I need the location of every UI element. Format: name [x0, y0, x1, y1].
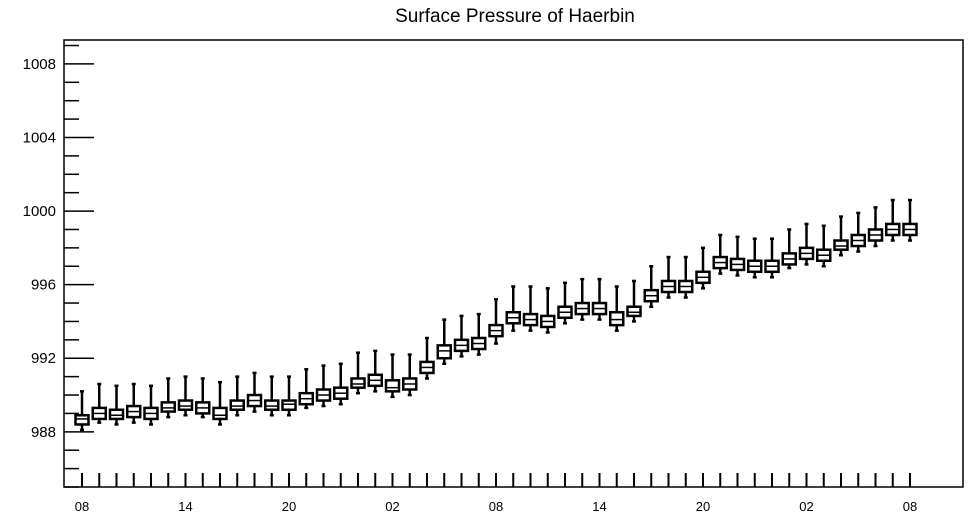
- box-item: [453, 314, 470, 358]
- box-item: [471, 312, 487, 356]
- box-body: [229, 399, 245, 411]
- x-tick-label: 02: [799, 499, 813, 514]
- box-item: [333, 362, 349, 406]
- x-tick-label: 20: [282, 499, 296, 514]
- box-item: [626, 279, 642, 323]
- box-body: [436, 344, 452, 360]
- box-item: [436, 318, 452, 366]
- box-item: [315, 364, 332, 408]
- x-tick-label: 14: [178, 499, 192, 514]
- box-body: [160, 401, 176, 413]
- y-tick-label: 996: [31, 277, 56, 294]
- box-item: [850, 211, 866, 253]
- x-tick-label: 08: [75, 499, 89, 514]
- box-body: [74, 414, 90, 426]
- x-tick-label: 08: [489, 499, 503, 514]
- x-tick-label: 14: [592, 499, 606, 514]
- box-body: [626, 305, 642, 318]
- chart-title: Surface Pressure of Haerbin: [395, 6, 635, 27]
- box-item: [91, 382, 107, 424]
- box-item: [402, 353, 418, 397]
- box-item: [298, 368, 314, 410]
- y-tick-label: 1000: [23, 203, 56, 220]
- box-body: [212, 406, 228, 421]
- box-item: [609, 285, 625, 332]
- box-item: [660, 255, 677, 299]
- plot-frame: [63, 39, 964, 488]
- box-item: [591, 277, 608, 321]
- box-item: [574, 277, 590, 321]
- box-item: [419, 336, 435, 380]
- box-item: [108, 384, 125, 426]
- box-body: [350, 377, 366, 389]
- x-tick-label: 02: [385, 499, 399, 514]
- box-body: [384, 379, 401, 393]
- box-item: [74, 390, 90, 432]
- x-axis: 08 14 20 02 08 14 20 02 08: [75, 473, 917, 514]
- box-item: [798, 222, 815, 266]
- box-item: [126, 382, 142, 424]
- box-item: [246, 371, 263, 413]
- y-tick-label: 988: [31, 424, 56, 441]
- box-item: [505, 285, 521, 332]
- box-item: [867, 206, 884, 248]
- box-item: [712, 233, 728, 275]
- box-item: [229, 375, 245, 417]
- box-body: [108, 408, 125, 421]
- box-item: [764, 237, 780, 279]
- box-item: [885, 198, 901, 242]
- box-body: [833, 239, 849, 251]
- box-body: [177, 399, 194, 411]
- y-tick-label: 1004: [23, 129, 56, 146]
- box-item: [643, 265, 659, 308]
- y-axis: 988 992 996 1000 1004 1008: [23, 44, 94, 488]
- box-item: [160, 377, 176, 419]
- y-tick-label: 992: [31, 350, 56, 367]
- box-item: [557, 281, 573, 325]
- x-tick-label: 20: [696, 499, 710, 514]
- box-item: [195, 377, 211, 419]
- box-item: [816, 224, 832, 268]
- box-item: [281, 375, 297, 417]
- box-series: [74, 198, 918, 432]
- box-body: [264, 399, 280, 411]
- box-body: [281, 399, 297, 411]
- box-item: [695, 246, 711, 290]
- box-item: [212, 380, 228, 426]
- box-item: [488, 298, 504, 345]
- box-item: [540, 287, 556, 334]
- box-item: [902, 198, 918, 242]
- box-item: [350, 351, 366, 395]
- box-item: [367, 349, 383, 393]
- box-item: [729, 235, 746, 277]
- box-item: [747, 237, 763, 279]
- box-item: [781, 228, 797, 270]
- x-tick-label: 08: [903, 499, 917, 514]
- box-item: [177, 375, 194, 417]
- box-item: [384, 353, 401, 399]
- box-item: [678, 255, 694, 299]
- box-item: [833, 215, 849, 257]
- box-item: [264, 375, 280, 417]
- box-item: [522, 285, 539, 332]
- box-item: [143, 384, 159, 426]
- box-body: [609, 310, 625, 327]
- y-tick-label: 1008: [23, 56, 56, 73]
